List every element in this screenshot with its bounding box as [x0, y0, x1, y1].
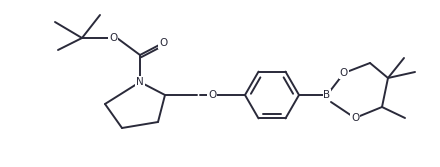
Text: O: O: [340, 68, 348, 78]
Text: O: O: [159, 38, 167, 48]
Text: O: O: [208, 90, 216, 100]
Text: N: N: [136, 77, 144, 87]
Text: O: O: [351, 113, 359, 123]
Text: O: O: [109, 33, 117, 43]
Text: B: B: [323, 90, 330, 100]
